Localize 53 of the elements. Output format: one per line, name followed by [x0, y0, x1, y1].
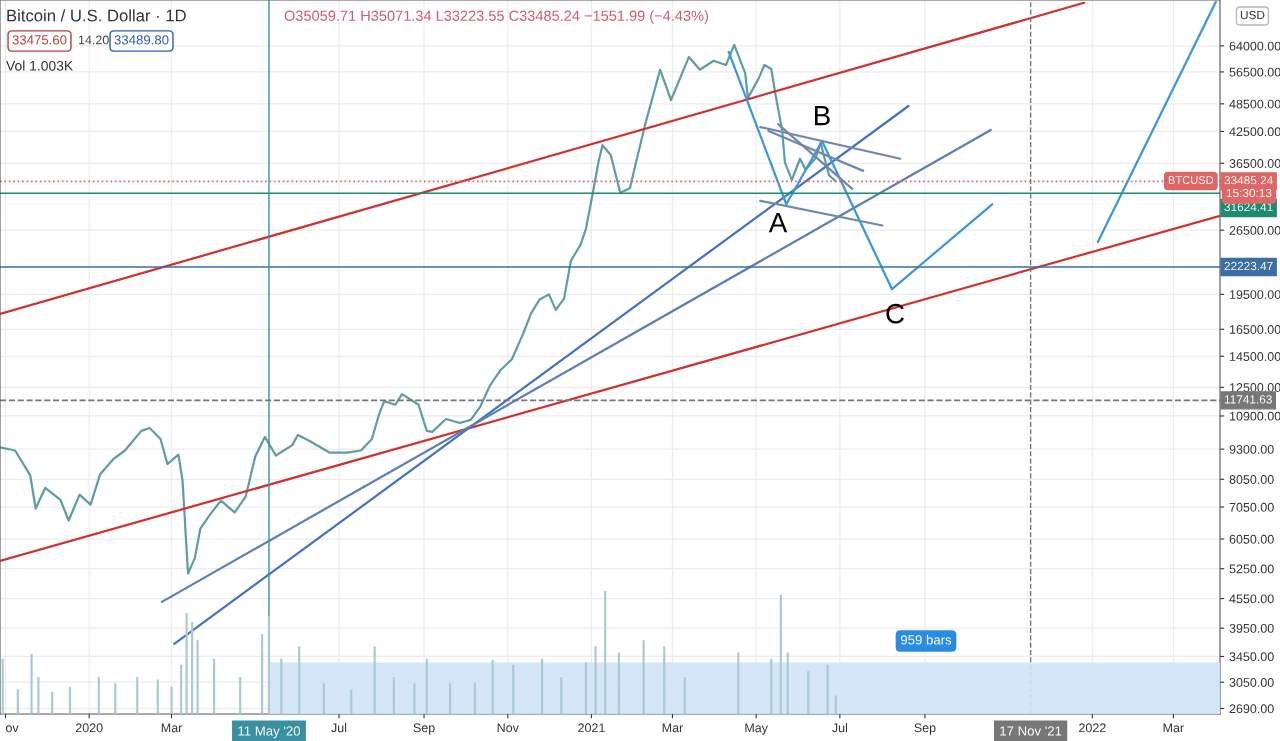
- y-tick-label: 6050.00: [1229, 534, 1274, 544]
- chart-title: Bitcoin / U.S. Dollar · 1D: [7, 9, 186, 22]
- y-tick-label: 56500.00: [1229, 67, 1280, 77]
- annotation: C: [886, 303, 904, 324]
- ref-line-label: 11 May '20: [238, 726, 301, 739]
- x-tick-label: ov: [6, 725, 19, 733]
- x-tick-label: Jul: [331, 723, 347, 733]
- x-tick-label: 2020: [75, 723, 103, 733]
- y-tick-label: 36500.00: [1229, 159, 1280, 168]
- y-tick-label: 3950.00: [1229, 623, 1274, 633]
- y-tick-label: 7050.00: [1229, 502, 1274, 512]
- annotation: Vol 1.003K: [6, 60, 74, 71]
- ref-line-label: 17 Nov '21: [1000, 726, 1062, 736]
- x-tick-label: Mar: [1163, 723, 1184, 733]
- x-tick-label: 2021: [578, 723, 605, 733]
- y-tick-label: 19500.00: [1229, 290, 1280, 299]
- y-tick-label: 48500.00: [1229, 99, 1280, 109]
- y-tick-label: 12500.00: [1229, 383, 1280, 392]
- x-tick-label: Mar: [161, 723, 183, 733]
- y-tick-label: 3450.00: [1229, 652, 1274, 662]
- y-tick-label: 26500.00: [1229, 226, 1280, 235]
- x-tick-label: May: [745, 723, 768, 735]
- y-tick-label: 10900.00: [1229, 411, 1280, 421]
- x-tick-label: Sep: [413, 723, 435, 735]
- x-tick-label: Nov: [497, 723, 519, 733]
- y-tick-label: 42500.00: [1229, 127, 1280, 137]
- annotation: 14.20: [78, 35, 109, 45]
- ref-line-label: 11741.63: [1224, 395, 1272, 404]
- y-tick-label: 16500.00: [1229, 325, 1280, 334]
- y-tick-label: 2690.00: [1229, 704, 1274, 714]
- y-tick-label: 14500.00: [1229, 352, 1280, 361]
- annotation: 33475.60: [12, 35, 67, 45]
- annotation: 959 bars: [900, 634, 952, 645]
- annotation: O35059.71 H35071.34 L33223.55 C33485.24 −1551.99 (−4.43%): [284, 10, 708, 24]
- ref-line-label: 31624.41: [1224, 202, 1273, 212]
- x-tick-label: Jul: [832, 723, 848, 733]
- text: 15:30:13: [1226, 188, 1272, 198]
- x-tick-label: Mar: [662, 723, 683, 733]
- x-tick-label: Sep: [914, 723, 936, 735]
- y-tick-label: 5250.00: [1229, 564, 1274, 574]
- annotation: B: [815, 106, 830, 126]
- y-tick-label: 8050.00: [1229, 475, 1274, 484]
- y-tick-label: 3050.00: [1229, 678, 1274, 687]
- y-tick-label: 9300.00: [1229, 444, 1274, 454]
- annotation: A: [768, 213, 788, 233]
- y-tick-label: 4550.00: [1229, 594, 1274, 604]
- annotation: BTCUSD: [1168, 176, 1214, 184]
- annotation: 33489.80: [114, 35, 169, 45]
- ref-line-label: 22223.47: [1224, 261, 1273, 271]
- ref-line-label: 33485.24: [1224, 176, 1273, 185]
- text: USD: [1240, 10, 1265, 20]
- x-tick-label: 2022: [1079, 723, 1106, 733]
- y-tick-label: 64000.00: [1229, 41, 1280, 51]
